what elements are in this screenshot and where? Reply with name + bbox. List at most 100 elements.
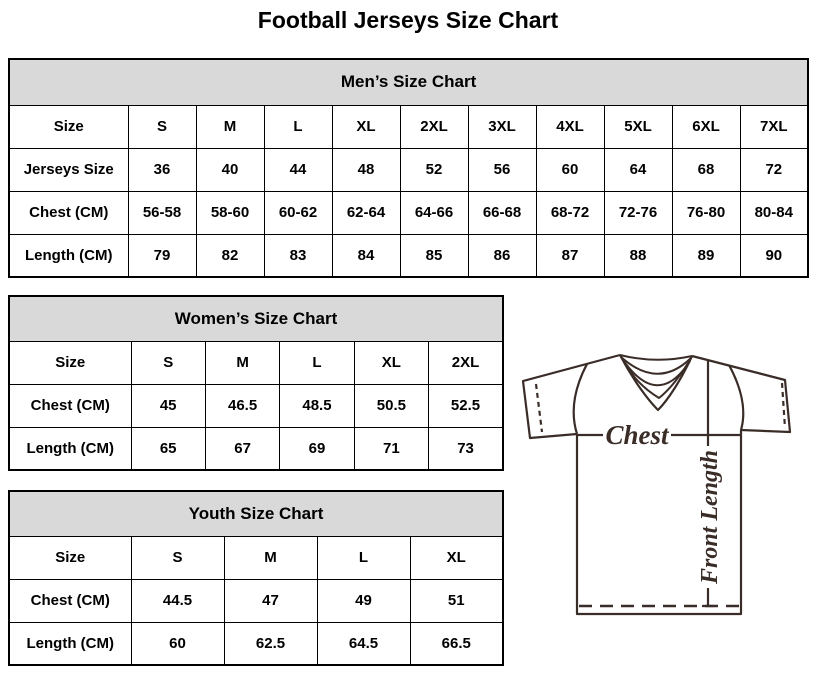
row-label-cell: Size: [8, 535, 132, 580]
table-cell: 49: [316, 578, 411, 623]
table-cell: 52.5: [428, 383, 504, 428]
jersey-right-armhole: [728, 364, 745, 431]
table-cell: 65: [130, 426, 206, 471]
table-row: Jerseys Size 36 40 44 48 52 56 60 64 68 …: [8, 147, 809, 192]
table-cell: 68-72: [535, 190, 605, 235]
table-cell: XL: [353, 340, 430, 385]
table-cell: 60: [535, 147, 605, 192]
collar-v-outer: [619, 354, 693, 412]
table-cell: 72-76: [603, 190, 673, 235]
table-cell: 58-60: [195, 190, 265, 235]
table-cell: 89: [671, 233, 741, 278]
table-cell: 46.5: [204, 383, 281, 428]
table-cell: 52: [399, 147, 469, 192]
table-cell: 69: [279, 426, 355, 471]
row-label-cell: Size: [8, 104, 129, 149]
table-cell: 5XL: [603, 104, 673, 149]
table-cell: S: [130, 340, 206, 385]
table-cell: 51: [409, 578, 504, 623]
table-cell: 87: [535, 233, 605, 278]
right-cuff-dashed-line: [780, 382, 787, 429]
row-label-cell: Length (CM): [8, 233, 129, 278]
table-cell: 7XL: [739, 104, 809, 149]
row-label-cell: Length (CM): [8, 426, 132, 471]
chart-title: Youth Size Chart: [8, 490, 504, 537]
youth-size-table: Youth Size Chart Size S M L XL Chest (CM…: [8, 490, 505, 666]
table-cell: 68: [671, 147, 741, 192]
womens-size-table: Women’s Size Chart Size S M L XL 2XL Che…: [8, 295, 504, 471]
table-cell: 44: [263, 147, 333, 192]
left-cuff-dashed-line: [534, 383, 544, 433]
table-cell: 2XL: [399, 104, 469, 149]
table-cell: M: [223, 535, 318, 580]
table-cell: 66-68: [467, 190, 537, 235]
row-label-cell: Jerseys Size: [8, 147, 129, 192]
table-row: Size S M L XL: [8, 535, 504, 580]
chart-title: Women’s Size Chart: [8, 295, 504, 342]
table-cell: 60-62: [263, 190, 333, 235]
table-cell: 3XL: [467, 104, 537, 149]
table-cell: 62-64: [331, 190, 401, 235]
table-cell: 47: [223, 578, 318, 623]
table-row: Size S M L XL 2XL 3XL 4XL 5XL 6XL 7XL: [8, 104, 809, 149]
chest-label: Chest: [605, 420, 670, 450]
table-cell: S: [127, 104, 197, 149]
table-cell: XL: [331, 104, 401, 149]
table-cell: 48: [331, 147, 401, 192]
chart-title: Men’s Size Chart: [8, 58, 809, 106]
table-cell: 48.5: [279, 383, 355, 428]
table-row: Chest (CM) 45 46.5 48.5 50.5 52.5: [8, 383, 504, 428]
table-row: Size S M L XL 2XL: [8, 340, 504, 385]
table-row: Length (CM) 79 82 83 84 85 86 87 88 89 9…: [8, 233, 809, 278]
table-cell: 2XL: [428, 340, 504, 385]
table-row: Length (CM) 65 67 69 71 73: [8, 426, 504, 471]
table-cell: M: [204, 340, 281, 385]
table-cell: 40: [195, 147, 265, 192]
table-cell: 82: [195, 233, 265, 278]
jersey-left-armhole: [572, 363, 588, 435]
collar-top-edge: [619, 354, 693, 361]
table-cell: 45: [130, 383, 206, 428]
table-cell: 84: [331, 233, 401, 278]
table-row: Men’s Size Chart: [8, 58, 809, 106]
table-row: Youth Size Chart: [8, 490, 504, 537]
table-row: Women’s Size Chart: [8, 295, 504, 342]
collar-rib-curve-1: [620, 356, 692, 375]
table-cell: 90: [739, 233, 809, 278]
table-cell: 60: [130, 621, 225, 666]
row-label-cell: Chest (CM): [8, 190, 129, 235]
table-cell: L: [316, 535, 411, 580]
table-cell: XL: [409, 535, 504, 580]
table-cell: 64.5: [316, 621, 411, 666]
table-row: Chest (CM) 44.5 47 49 51: [8, 578, 504, 623]
table-cell: 73: [428, 426, 504, 471]
front-length-label: Front Length: [697, 450, 723, 585]
table-cell: 80-84: [739, 190, 809, 235]
jersey-left-sleeve: [521, 353, 621, 440]
table-cell: 44.5: [130, 578, 225, 623]
collar-v-inner: [624, 362, 689, 399]
table-row: Chest (CM) 56-58 58-60 60-62 62-64 64-66…: [8, 190, 809, 235]
table-cell: 6XL: [671, 104, 741, 149]
table-cell: L: [263, 104, 333, 149]
table-cell: 50.5: [353, 383, 430, 428]
page-title: Football Jerseys Size Chart: [257, 7, 559, 33]
table-cell: 76-80: [671, 190, 741, 235]
table-cell: 67: [204, 426, 281, 471]
table-cell: 86: [467, 233, 537, 278]
table-cell: 64-66: [399, 190, 469, 235]
jersey-diagram: Chest Front Length: [521, 353, 792, 616]
table-cell: 36: [127, 147, 197, 192]
table-cell: 85: [399, 233, 469, 278]
table-cell: 56-58: [127, 190, 197, 235]
row-label-cell: Chest (CM): [8, 578, 132, 623]
table-cell: 88: [603, 233, 673, 278]
table-cell: 56: [467, 147, 537, 192]
table-cell: M: [195, 104, 265, 149]
table-cell: 71: [353, 426, 430, 471]
table-cell: L: [279, 340, 355, 385]
row-label-cell: Size: [8, 340, 132, 385]
table-cell: S: [130, 535, 225, 580]
table-cell: 66.5: [409, 621, 504, 666]
jersey-body: [575, 430, 743, 616]
